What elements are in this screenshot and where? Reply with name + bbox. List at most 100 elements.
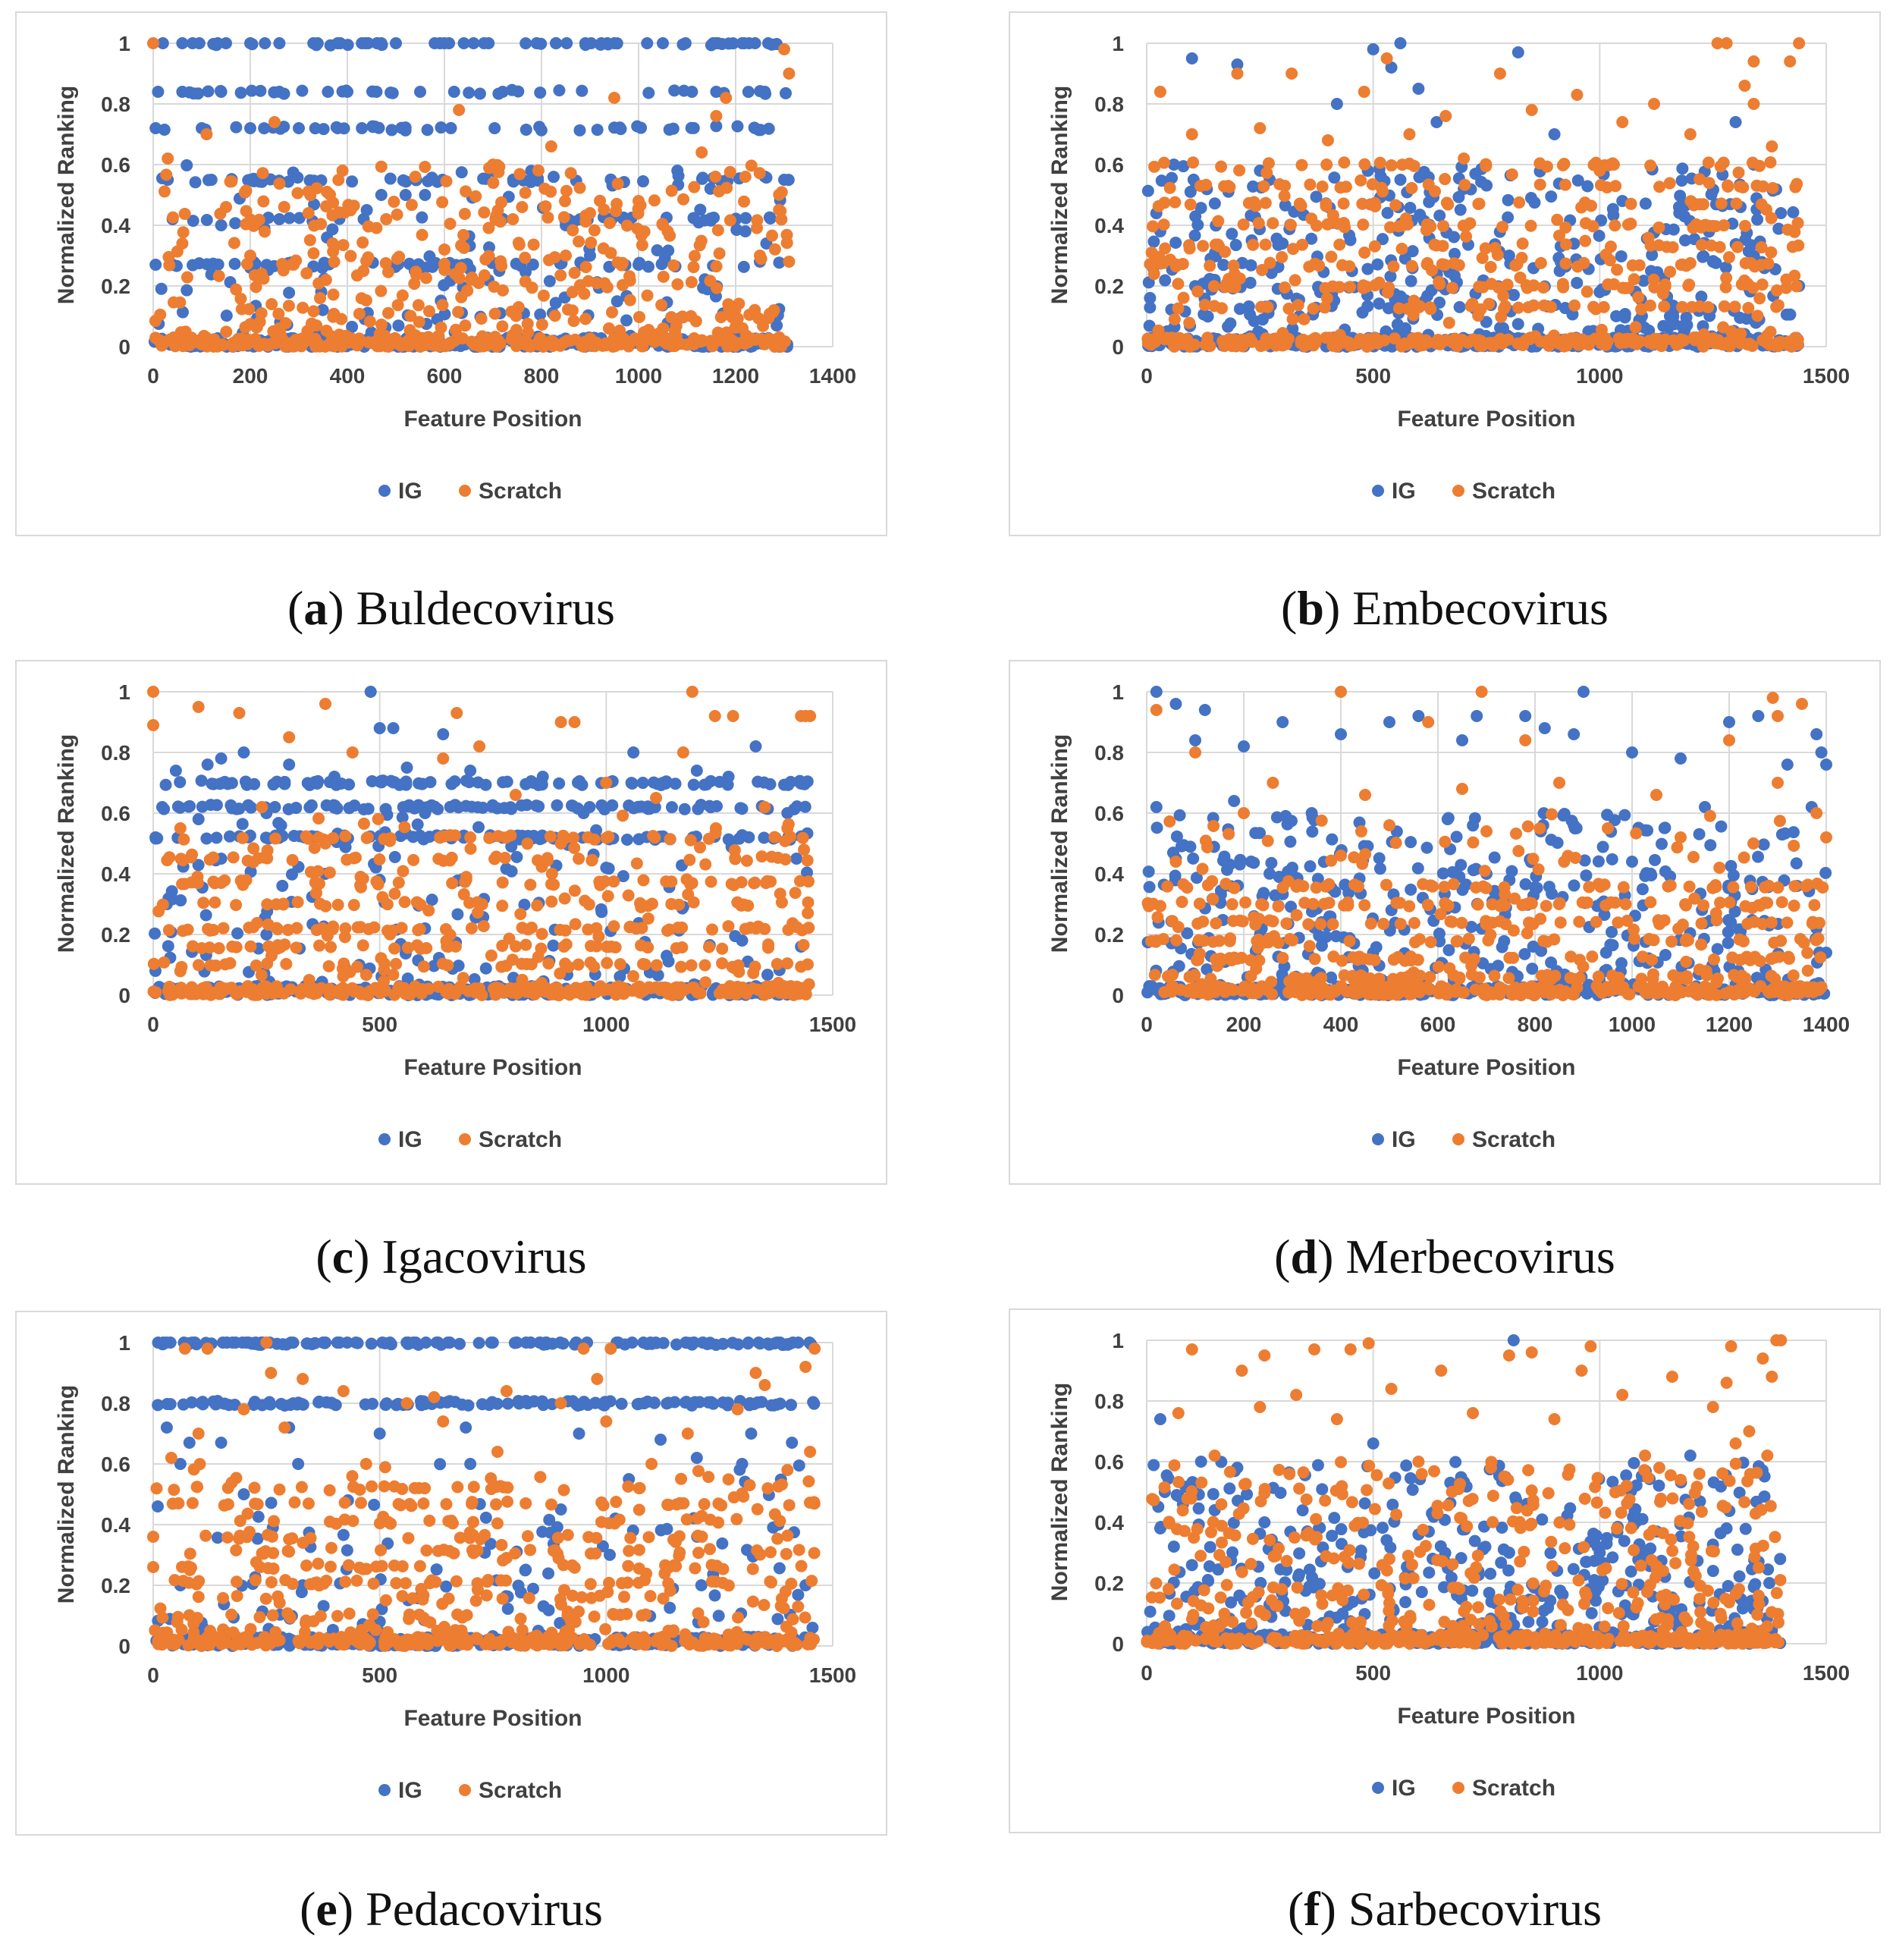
data-point <box>601 956 614 969</box>
data-point <box>475 313 488 325</box>
data-point <box>534 308 547 321</box>
data-point <box>400 762 413 774</box>
data-point <box>291 187 304 199</box>
data-point <box>1166 171 1179 184</box>
data-point <box>560 250 572 262</box>
data-point <box>627 969 640 982</box>
data-point <box>302 207 315 219</box>
data-point <box>463 86 476 99</box>
data-point <box>524 878 537 891</box>
data-point <box>388 942 401 955</box>
data-point <box>246 921 259 934</box>
data-point <box>1248 315 1260 328</box>
data-point <box>1163 181 1176 194</box>
data-point <box>1333 238 1346 251</box>
data-point <box>1306 825 1319 838</box>
data-point <box>567 799 579 812</box>
data-point <box>783 256 796 268</box>
data-point <box>310 924 323 937</box>
data-point <box>482 250 495 262</box>
data-point <box>1405 275 1417 287</box>
data-point <box>265 298 278 311</box>
data-point <box>437 728 450 740</box>
data-point <box>1682 279 1695 292</box>
data-point <box>1610 309 1623 322</box>
data-point <box>1780 281 1793 294</box>
data-point <box>1320 292 1333 305</box>
data-point <box>1442 944 1455 956</box>
data-point <box>675 960 688 973</box>
data-point <box>1722 251 1735 264</box>
data-point <box>384 172 397 185</box>
data-point <box>421 124 434 137</box>
data-point <box>258 122 271 135</box>
data-point <box>375 189 388 201</box>
data-point <box>1189 734 1201 746</box>
data-point <box>758 801 771 813</box>
data-point <box>579 313 592 325</box>
data-point <box>591 124 604 137</box>
data-point <box>710 260 723 273</box>
data-point <box>1254 122 1267 134</box>
data-point <box>1295 159 1308 171</box>
data-point <box>1554 916 1567 929</box>
data-point <box>637 984 650 997</box>
data-point <box>655 299 668 312</box>
data-point <box>464 831 477 843</box>
data-point <box>391 208 403 221</box>
data-point <box>687 778 700 791</box>
data-point <box>781 957 794 970</box>
data-point <box>1373 852 1386 865</box>
data-point <box>1642 231 1655 244</box>
data-point <box>333 987 346 1000</box>
data-point <box>397 865 410 878</box>
data-point <box>1440 196 1453 209</box>
data-point <box>1177 160 1190 173</box>
data-point <box>781 807 794 819</box>
data-point <box>490 209 503 222</box>
data-point <box>323 988 336 1001</box>
data-point <box>671 278 684 291</box>
data-point <box>1747 98 1760 110</box>
data-point <box>602 322 615 335</box>
data-point <box>1658 821 1671 834</box>
data-point <box>688 250 701 262</box>
data-point <box>169 765 182 777</box>
data-point <box>1596 840 1609 853</box>
data-point <box>588 833 601 846</box>
y-tick-label: 0.2 <box>101 923 130 947</box>
data-point <box>610 205 623 218</box>
data-point <box>1467 819 1480 832</box>
data-point <box>1279 281 1292 294</box>
data-point <box>1279 199 1292 212</box>
data-point <box>527 238 540 251</box>
data-point <box>576 84 589 97</box>
data-point <box>1211 238 1224 251</box>
data-point <box>600 777 613 789</box>
data-point <box>307 247 320 259</box>
data-point <box>569 333 582 346</box>
data-point <box>684 878 697 890</box>
data-point <box>396 811 409 824</box>
data-point <box>636 175 649 188</box>
legend-marker <box>459 1133 471 1145</box>
data-point <box>560 37 573 49</box>
data-point <box>1446 281 1458 294</box>
data-point <box>705 875 717 888</box>
data-point <box>147 957 160 970</box>
data-point <box>738 195 751 208</box>
data-point <box>375 284 388 297</box>
data-point <box>771 319 783 332</box>
data-point <box>448 775 461 788</box>
data-point <box>622 889 635 902</box>
data-point <box>348 799 361 812</box>
data-point <box>212 269 225 282</box>
data-point <box>1790 280 1803 293</box>
data-point <box>1189 210 1202 223</box>
data-point <box>614 958 626 971</box>
data-point <box>432 853 445 865</box>
data-point <box>328 256 341 269</box>
data-point <box>725 878 738 890</box>
data-point <box>1489 242 1502 255</box>
data-point <box>609 981 622 994</box>
